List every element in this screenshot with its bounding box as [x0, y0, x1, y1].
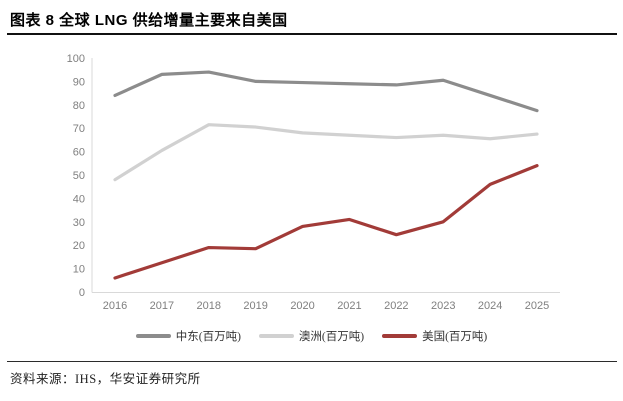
x-axis-tick-label: 2024: [478, 300, 502, 312]
legend-line-swatch: [382, 334, 418, 338]
y-axis-tick-label: 40: [73, 193, 85, 205]
source-text: 资料来源：IHS，华安证券研究所: [10, 372, 201, 386]
x-axis-tick-label: 2017: [150, 300, 174, 312]
legend-label: 中东(百万吨): [175, 331, 241, 343]
series-line-美国(百万吨): [113, 164, 539, 280]
legend-item: 美国(百万吨): [382, 328, 487, 344]
y-axis-tick-label: 20: [73, 240, 85, 252]
chart-legend: 中东(百万吨) 澳洲(百万吨) 美国(百万吨): [0, 326, 623, 346]
series-line-中东(百万吨): [113, 70, 539, 113]
x-axis-tick-label: 2019: [243, 300, 267, 312]
chart-canvas: 0 10 20 30 40 50 60 70 80 90 100 2016 2017 2018 2019 20…: [67, 53, 560, 312]
x-axis-tick-label: 2021: [337, 300, 361, 312]
x-axis-tick-label: 2023: [431, 300, 455, 312]
x-axis-tick-label: 2020: [290, 300, 314, 312]
y-axis-tick-label: 70: [73, 123, 85, 135]
y-axis-tick-label: 10: [73, 264, 85, 276]
y-axis-tick-label: 60: [73, 147, 85, 159]
legend-label: 澳洲(百万吨): [298, 331, 365, 343]
legend-item: 澳洲(百万吨): [258, 328, 365, 344]
y-axis-tick-label: 30: [73, 217, 85, 229]
source-row: 资料来源：IHS，华安证券研究所: [7, 361, 617, 387]
y-axis-tick-label: 80: [73, 100, 85, 112]
legend-line-swatch: [258, 334, 294, 338]
x-axis-tick-label: 2016: [103, 300, 127, 312]
legend-item: 中东(百万吨): [135, 328, 241, 344]
y-axis-tick-label: 90: [73, 76, 85, 88]
y-axis-tick-label: 0: [79, 287, 85, 299]
x-axis-tick-label: 2025: [525, 300, 549, 312]
legend-label: 美国(百万吨): [422, 331, 488, 343]
figure-header: 图表 8 全球 LNG 供给增量主要来自美国: [7, 0, 617, 35]
series-line-澳洲(百万吨): [113, 123, 539, 182]
y-axis-tick-label: 100: [67, 53, 85, 65]
x-axis-tick-label: 2018: [197, 300, 221, 312]
lng-supply-line-chart: 0 10 20 30 40 50 60 70 80 90 100 2016 2017 2018 2019 20…: [0, 44, 623, 324]
y-axis-tick-label: 50: [73, 170, 85, 182]
x-axis-tick-label: 2022: [384, 300, 408, 312]
legend-line-swatch: [135, 334, 171, 338]
figure-title: 图表 8 全球 LNG 供给增量主要来自美国: [10, 12, 288, 29]
